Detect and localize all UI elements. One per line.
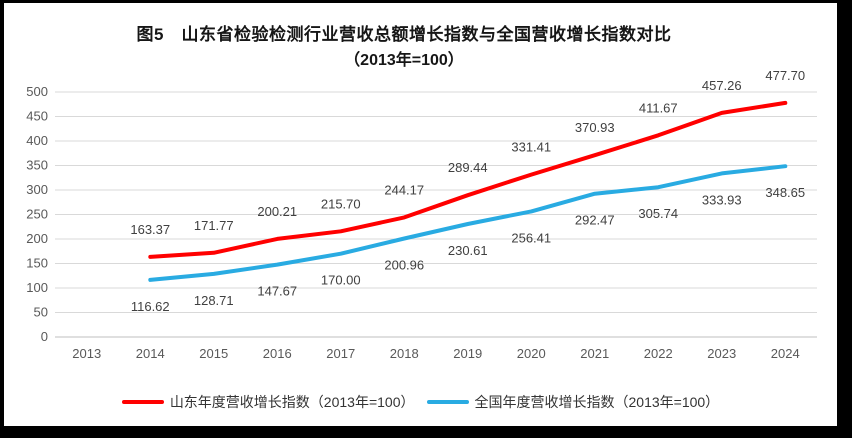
y-tick-label: 100 (26, 280, 48, 295)
data-label: 348.65 (765, 185, 805, 200)
data-label: 457.26 (702, 78, 742, 93)
legend-item-shandong: 山东年度营收增长指数（2013年=100） (121, 392, 415, 412)
data-label: 305.74 (638, 206, 678, 221)
x-tick-label: 2015 (199, 346, 228, 361)
data-label: 477.70 (765, 68, 805, 83)
x-tick-label: 2024 (771, 346, 800, 361)
legend-item-national: 全国年度营收增长指数（2013年=100） (426, 392, 720, 412)
legend-swatch-shandong-line (121, 400, 164, 404)
data-label: 147.67 (257, 284, 297, 299)
data-label: 331.41 (511, 140, 551, 155)
data-label: 200.21 (257, 204, 297, 219)
chart-subtitle: （2013年=100） (344, 52, 464, 69)
chart-container: 图5 山东省检验检测行业营收总额增长指数与全国营收增长指数对比 （2013年=1… (4, 3, 837, 426)
data-label: 333.93 (702, 192, 742, 207)
series-line (148, 100, 788, 259)
legend-label-national: 全国年度营收增长指数（2013年=100） (474, 394, 720, 410)
data-label: 411.67 (639, 100, 678, 115)
data-label: 128.71 (194, 293, 234, 308)
data-label: 289.44 (448, 160, 488, 175)
y-tick-label: 50 (34, 305, 48, 320)
chart-svg: 0 50 100 150 200 250 300 350 400 450 500 2013 2014 20… (26, 68, 817, 361)
x-tick-label: 2021 (580, 346, 609, 361)
x-tick-label: 2013 (72, 346, 101, 361)
y-tick-label: 0 (41, 329, 48, 344)
data-label: 200.96 (384, 258, 424, 273)
x-tick-label: 2014 (136, 346, 165, 361)
y-tick-label: 500 (26, 84, 48, 99)
x-tick-label: 2017 (326, 346, 355, 361)
x-tick-label: 2018 (390, 346, 419, 361)
series-line (148, 164, 788, 282)
data-label: 292.47 (575, 213, 615, 228)
x-tick-label: 2016 (263, 346, 292, 361)
x-tick-label: 2023 (707, 346, 736, 361)
x-tick-label: 2022 (644, 346, 673, 361)
y-tick-label: 450 (26, 109, 48, 124)
y-tick-label: 150 (26, 256, 48, 271)
data-label: 215.70 (321, 196, 361, 211)
data-label: 116.62 (131, 299, 170, 314)
x-tick-label: 2019 (453, 346, 482, 361)
y-tick-label: 300 (26, 182, 48, 197)
data-label: 370.93 (575, 120, 615, 135)
legend-swatch-national-line (426, 400, 469, 404)
chart-legend: 山东年度营收增长指数（2013年=100） 全国年度营收增长指数（2013年=1… (4, 392, 837, 412)
data-label: 244.17 (384, 182, 424, 197)
data-label: 230.61 (448, 243, 488, 258)
chart-title: 图5 山东省检验检测行业营收总额增长指数与全国营收增长指数对比 (136, 25, 672, 44)
y-tick-label: 400 (26, 133, 48, 148)
legend-label-shandong: 山东年度营收增长指数（2013年=100） (169, 394, 415, 410)
y-tick-label: 350 (26, 158, 48, 173)
y-tick-label: 250 (26, 207, 48, 222)
data-label: 170.00 (321, 273, 361, 288)
x-tick-label: 2020 (517, 346, 546, 361)
y-tick-label: 200 (26, 231, 48, 246)
data-label: 163.37 (130, 222, 170, 237)
data-label: 171.77 (194, 218, 234, 233)
data-label: 256.41 (511, 230, 551, 245)
